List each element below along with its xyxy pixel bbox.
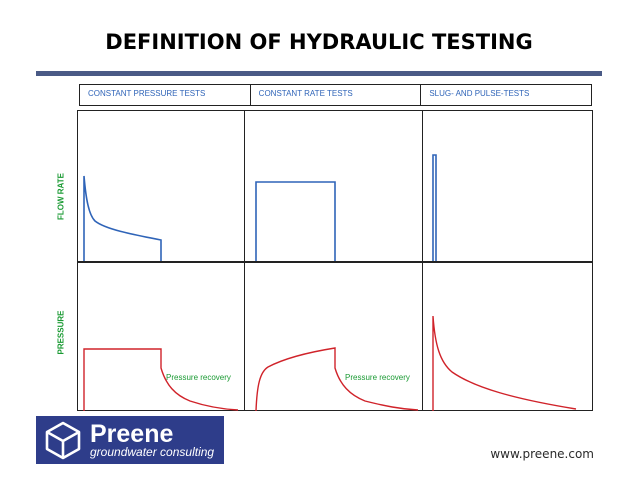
panel-pressure-slug-pulse bbox=[422, 262, 593, 411]
flow-curve-constant-pressure bbox=[83, 175, 162, 261]
column-header-constant-pressure: CONSTANT PRESSURE TESTS bbox=[80, 85, 251, 105]
website-link[interactable]: www.preene.com bbox=[490, 447, 594, 461]
title-divider bbox=[36, 71, 602, 76]
panel-flow-constant-pressure bbox=[77, 110, 245, 262]
logo-name: Preene bbox=[90, 419, 174, 448]
panel-flow-slug-pulse bbox=[422, 110, 593, 262]
panel-pressure-constant-pressure bbox=[77, 262, 245, 411]
logo-tagline: groundwater consulting bbox=[90, 444, 215, 459]
panel-pressure-constant-rate bbox=[244, 262, 423, 411]
pressure-curve-slug-pulse bbox=[432, 315, 577, 411]
panel-flow-constant-rate bbox=[244, 110, 423, 262]
flow-curve-constant-rate bbox=[255, 181, 336, 261]
column-header-constant-rate: CONSTANT RATE TESTS bbox=[251, 85, 422, 105]
annotation-pressure-recovery-left: Pressure recovery bbox=[166, 373, 231, 382]
annotation-pressure-recovery-middle: Pressure recovery bbox=[345, 373, 410, 382]
pressure-curve-constant-pressure bbox=[83, 348, 239, 411]
flow-curve-slug-pulse bbox=[432, 154, 437, 261]
cube-icon bbox=[45, 421, 81, 460]
preene-logo: Preene groundwater consulting bbox=[36, 416, 224, 464]
page-title: DEFINITION OF HYDRAULIC TESTING bbox=[105, 30, 533, 54]
column-header-slug-pulse: SLUG- AND PULSE-TESTS bbox=[429, 89, 530, 98]
pressure-curve-constant-rate bbox=[255, 347, 419, 412]
column-header-row: CONSTANT PRESSURE TESTS CONSTANT RATE TE… bbox=[79, 84, 592, 106]
